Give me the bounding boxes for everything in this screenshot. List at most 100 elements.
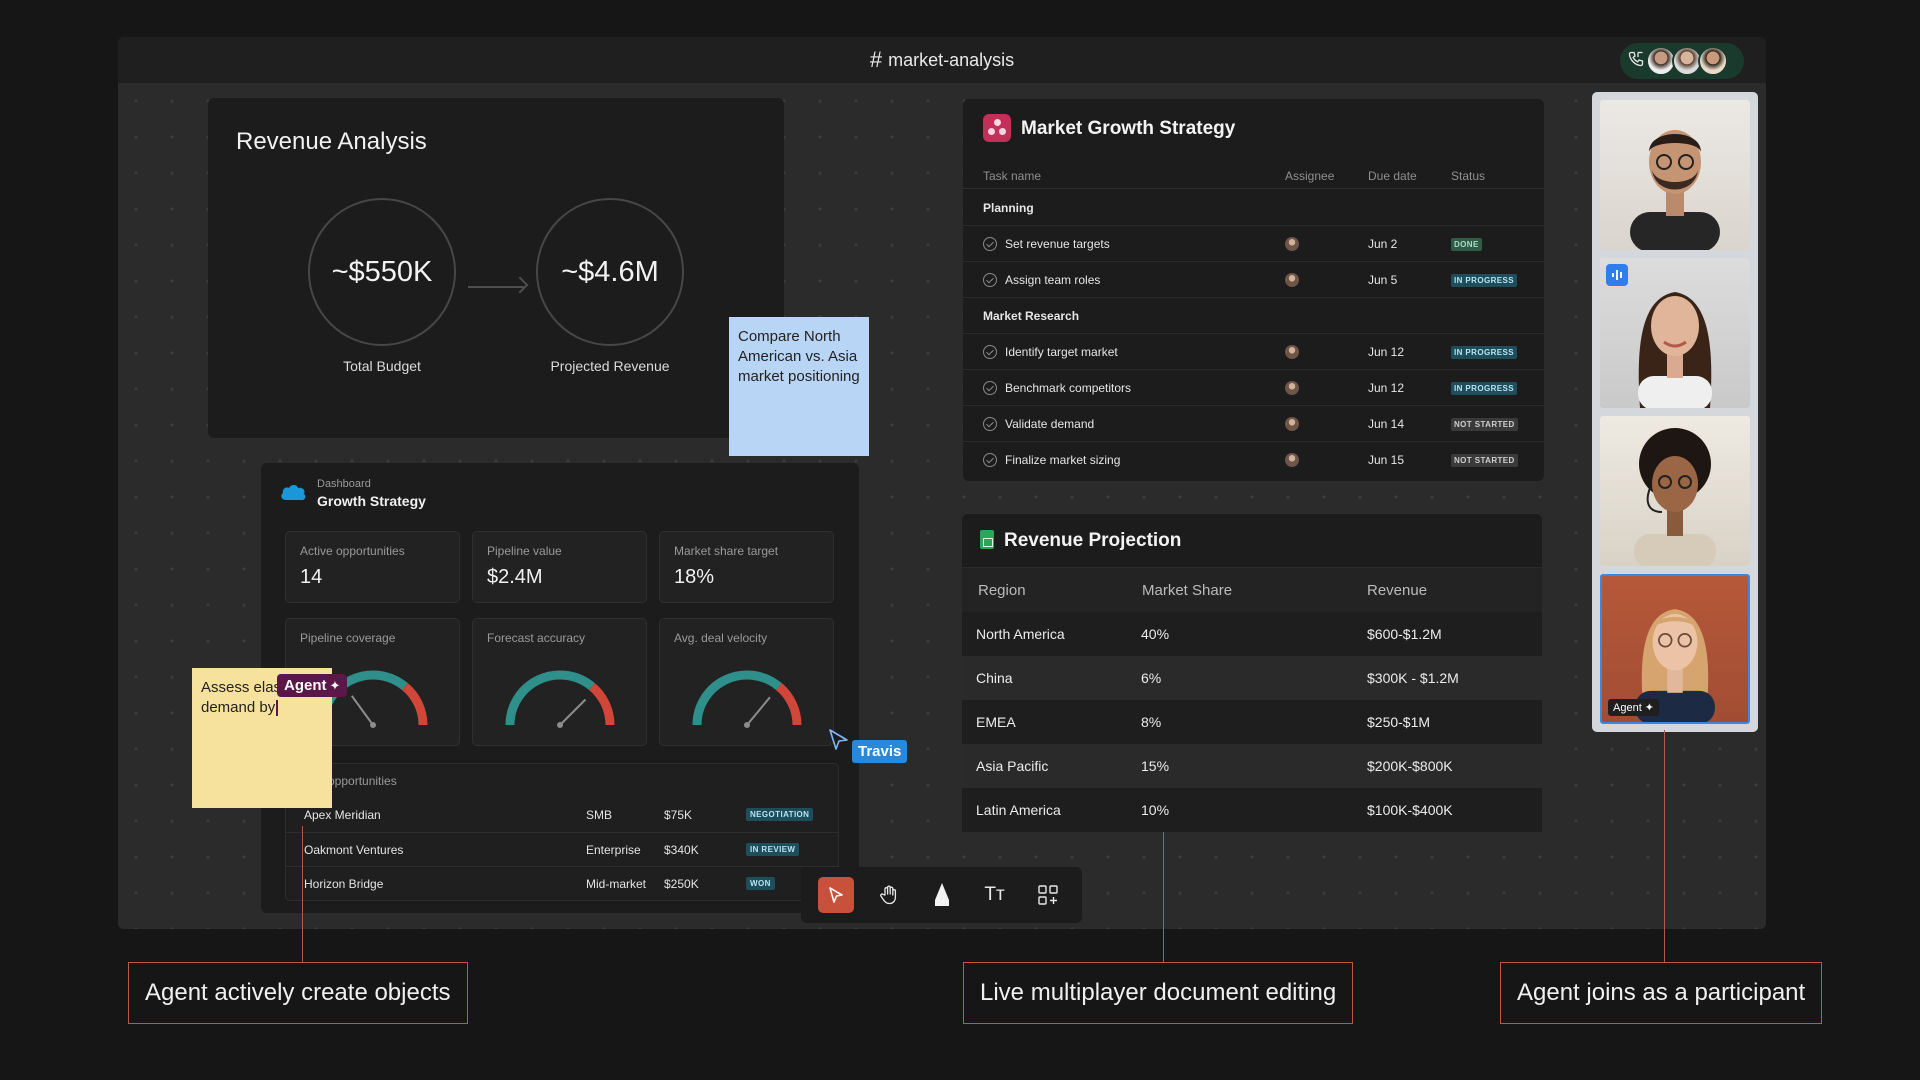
opp-name: Horizon Bridge (304, 877, 384, 891)
check-circle-icon[interactable] (983, 237, 997, 251)
gauge-card-forecast-accuracy[interactable]: Forecast accuracy (472, 618, 647, 746)
cell-share[interactable]: 6% (1141, 670, 1162, 686)
kpi-active-opportunities[interactable]: Active opportunities 14 (285, 531, 460, 603)
asana-logo-icon (983, 114, 1011, 142)
check-circle-icon[interactable] (983, 417, 997, 431)
sheet-header: Revenue Projection (962, 514, 1542, 568)
opp-segment: Mid-market (586, 877, 647, 891)
column-market-share: Market Share (1142, 582, 1233, 599)
projected-revenue-label: Projected Revenue (550, 358, 670, 374)
task-row[interactable]: Finalize market sizing Jun 15 NOT STARTE… (963, 442, 1544, 478)
check-circle-icon[interactable] (983, 345, 997, 359)
task-row[interactable]: Set revenue targets Jun 2 DONE (963, 226, 1544, 262)
cell-revenue[interactable]: $300K - $1.2M (1367, 670, 1459, 686)
table-row[interactable]: Oakmont Ventures Enterprise $340K IN REV… (286, 832, 838, 866)
sticky-note-blue[interactable]: Compare North American vs. Asia market p… (729, 317, 869, 456)
sticky-note-yellow[interactable]: Assess elas demand by (192, 668, 332, 808)
table-row[interactable]: Horizon Bridge Mid-market $250K WON (286, 866, 838, 900)
section-header[interactable]: Market Research (963, 298, 1544, 334)
kpi-value: $2.4M (487, 566, 543, 588)
sheet-title: Revenue Projection (1004, 530, 1182, 551)
market-growth-strategy-board[interactable]: Market Growth Strategy Task name Assigne… (963, 99, 1544, 481)
column-assignee: Assignee (1285, 169, 1335, 183)
task-row[interactable]: Validate demand Jun 14 NOT STARTED (963, 406, 1544, 442)
cell-revenue[interactable]: $100K-$400K (1367, 802, 1453, 818)
opp-amount: $75K (664, 808, 693, 822)
task-row[interactable]: Assign team roles Jun 5 IN PROGRESS (963, 262, 1544, 298)
cell-revenue[interactable]: $200K-$800K (1367, 758, 1453, 774)
text-tool-icon[interactable]: Tт (984, 884, 1005, 905)
select-tool-icon[interactable] (817, 877, 854, 913)
participant-video-tile[interactable] (1600, 100, 1750, 250)
opportunities-title: opportunities (328, 774, 397, 788)
arrow-connector (468, 286, 524, 288)
avatar[interactable] (1698, 46, 1728, 76)
table-row[interactable]: Latin America 10% $100K-$400K (962, 788, 1542, 832)
agent-label: Agent (284, 677, 327, 694)
gauge-pivot (557, 722, 563, 728)
check-circle-icon[interactable] (983, 453, 997, 467)
task-name: Identify target market (1005, 345, 1118, 359)
kpi-value: 18% (674, 566, 715, 588)
table-row[interactable]: North America 40% $600-$1.2M (962, 612, 1542, 656)
add-widget-icon[interactable] (1030, 877, 1066, 913)
assignee-avatar[interactable] (1285, 417, 1299, 431)
cell-share[interactable]: 8% (1141, 714, 1162, 730)
opportunities-table: opportunities Apex Meridian SMB $75K NEG… (285, 763, 839, 901)
kpi-pipeline-value[interactable]: Pipeline value $2.4M (472, 531, 647, 603)
gauge-arc-red (401, 683, 428, 726)
revenue-projection-sheet[interactable]: Revenue Projection Region Market Share R… (962, 514, 1542, 832)
task-row[interactable]: Benchmark competitors Jun 12 IN PROGRESS (963, 370, 1544, 406)
cell-share[interactable]: 10% (1141, 802, 1170, 818)
kpi-value: 14 (300, 566, 323, 588)
cell-region[interactable]: EMEA (976, 714, 1016, 730)
pen-tool-icon[interactable] (924, 877, 960, 913)
cell-share[interactable]: 15% (1141, 758, 1170, 774)
travis-cursor-tag: Travis (852, 740, 908, 763)
table-row[interactable]: China 6% $300K - $1.2M (962, 656, 1542, 700)
status-badge: WON (746, 877, 775, 890)
cell-region[interactable]: Asia Pacific (976, 758, 1049, 774)
status-badge: NOT STARTED (1451, 454, 1518, 467)
sparkle-icon: ✦ (329, 678, 341, 693)
check-circle-icon[interactable] (983, 273, 997, 287)
cell-share[interactable]: 40% (1141, 626, 1170, 642)
table-header: Task name Assignee Due date Status (963, 163, 1544, 189)
channel-hash-icon: # (869, 47, 883, 72)
task-row[interactable]: Identify target market Jun 12 IN PROGRES… (963, 334, 1544, 370)
kpi-market-share-target[interactable]: Market share target 18% (659, 531, 834, 603)
assignee-avatar[interactable] (1285, 345, 1299, 359)
callout-live-multiplayer: Live multiplayer document editing (963, 962, 1354, 1024)
participant-video-tile[interactable] (1600, 258, 1750, 408)
participant-portrait (1630, 130, 1720, 250)
cell-region[interactable]: China (976, 670, 1013, 686)
revenue-analysis-card[interactable]: Revenue Analysis ~$550K Total Budget ~$4… (208, 98, 784, 438)
assignee-avatar[interactable] (1285, 273, 1299, 287)
phone-icon[interactable] (1628, 51, 1650, 72)
task-due: Jun 15 (1368, 453, 1405, 467)
speaking-indicator-icon (1606, 264, 1628, 286)
cell-revenue[interactable]: $600-$1.2M (1367, 626, 1442, 642)
participant-video-tile[interactable] (1600, 416, 1750, 566)
call-participants[interactable] (1620, 43, 1744, 79)
opp-name: Oakmont Ventures (304, 843, 404, 857)
gauge-arc-red (775, 683, 802, 726)
agent-video-tile[interactable]: Agent ✦ (1600, 574, 1750, 724)
assignee-avatar[interactable] (1285, 453, 1299, 467)
task-due: Jun 12 (1368, 381, 1405, 395)
growth-strategy-dashboard[interactable]: Dashboard Growth Strategy Active opportu… (261, 463, 859, 913)
section-header[interactable]: Planning (963, 190, 1544, 226)
check-circle-icon[interactable] (983, 381, 997, 395)
status-badge: IN PROGRESS (1451, 274, 1517, 287)
assignee-avatar[interactable] (1285, 381, 1299, 395)
hand-tool-icon[interactable] (871, 877, 907, 913)
cell-region[interactable]: North America (976, 626, 1065, 642)
gauge-card-deal-velocity[interactable]: Avg. deal velocity (659, 618, 834, 746)
table-row[interactable]: Apex Meridian SMB $75K NEGOTIATION (286, 798, 838, 832)
table-row[interactable]: Asia Pacific 15% $200K-$800K (962, 744, 1542, 788)
cell-region[interactable]: Latin America (976, 802, 1061, 818)
assignee-avatar[interactable] (1285, 237, 1299, 251)
table-row[interactable]: EMEA 8% $250-$1M (962, 700, 1542, 744)
cell-revenue[interactable]: $250-$1M (1367, 714, 1431, 730)
participants-panel: Agent ✦ (1592, 92, 1758, 732)
